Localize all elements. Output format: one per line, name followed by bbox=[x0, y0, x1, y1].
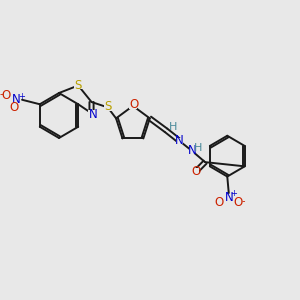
Text: O: O bbox=[215, 196, 224, 208]
Bar bbox=[129, 103, 137, 109]
Text: N: N bbox=[224, 191, 233, 204]
Text: -: - bbox=[242, 196, 245, 206]
Bar bbox=[226, 194, 232, 201]
Text: N: N bbox=[88, 108, 98, 121]
Text: H: H bbox=[168, 122, 177, 132]
Text: +: + bbox=[231, 189, 238, 198]
Text: O: O bbox=[233, 196, 242, 208]
Bar bbox=[176, 138, 183, 144]
Text: N: N bbox=[188, 144, 196, 157]
Bar bbox=[11, 105, 18, 110]
Bar bbox=[193, 168, 200, 174]
Text: N: N bbox=[175, 134, 184, 147]
Text: +: + bbox=[19, 92, 26, 101]
Text: O: O bbox=[2, 89, 11, 102]
Bar bbox=[88, 110, 95, 116]
Bar bbox=[104, 104, 112, 111]
Bar bbox=[216, 199, 223, 205]
Bar bbox=[14, 97, 20, 103]
Bar bbox=[234, 199, 241, 205]
Bar bbox=[3, 92, 10, 98]
Text: O: O bbox=[10, 101, 19, 114]
Bar bbox=[188, 148, 195, 154]
Text: S: S bbox=[74, 79, 82, 92]
Bar bbox=[74, 82, 83, 89]
Text: S: S bbox=[104, 100, 112, 113]
Text: -: - bbox=[0, 89, 3, 99]
Text: H: H bbox=[194, 143, 202, 153]
Text: O: O bbox=[129, 98, 138, 111]
Text: O: O bbox=[192, 165, 201, 178]
Text: N: N bbox=[12, 93, 21, 106]
